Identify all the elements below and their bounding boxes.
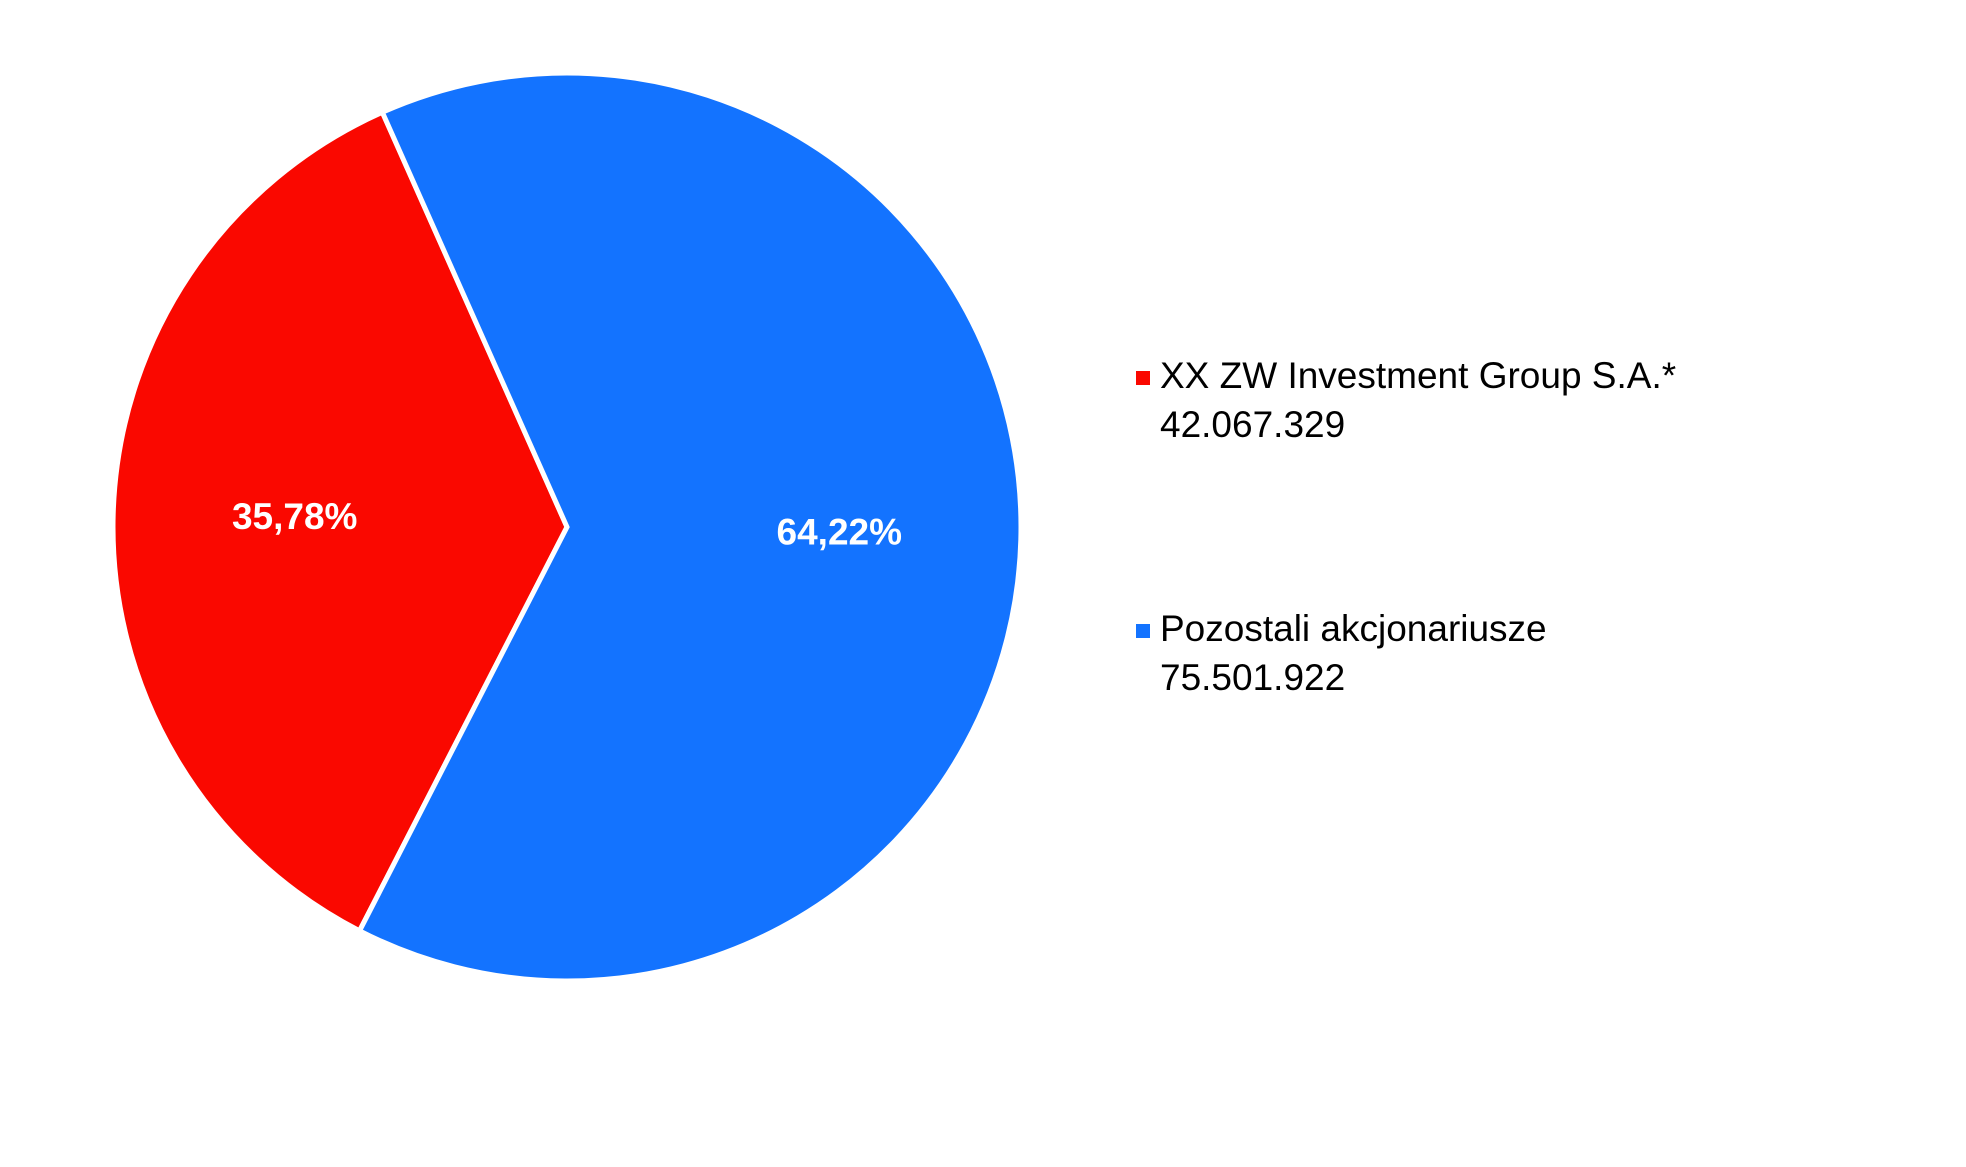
legend-value: 75.501.922 — [1160, 657, 1345, 698]
legend-label: XX ZW Investment Group S.A.* — [1160, 355, 1676, 396]
pie-slice — [356, 70, 1024, 984]
pie-slice — [110, 108, 570, 935]
legend-value: 42.067.329 — [1160, 404, 1345, 445]
slice-label: 35,78% — [232, 496, 358, 537]
legend-label: Pozostali akcjonariusze — [1160, 608, 1547, 649]
legend-marker — [1136, 624, 1150, 638]
legend-marker — [1136, 371, 1150, 385]
slice-label: 64,22% — [777, 511, 903, 552]
